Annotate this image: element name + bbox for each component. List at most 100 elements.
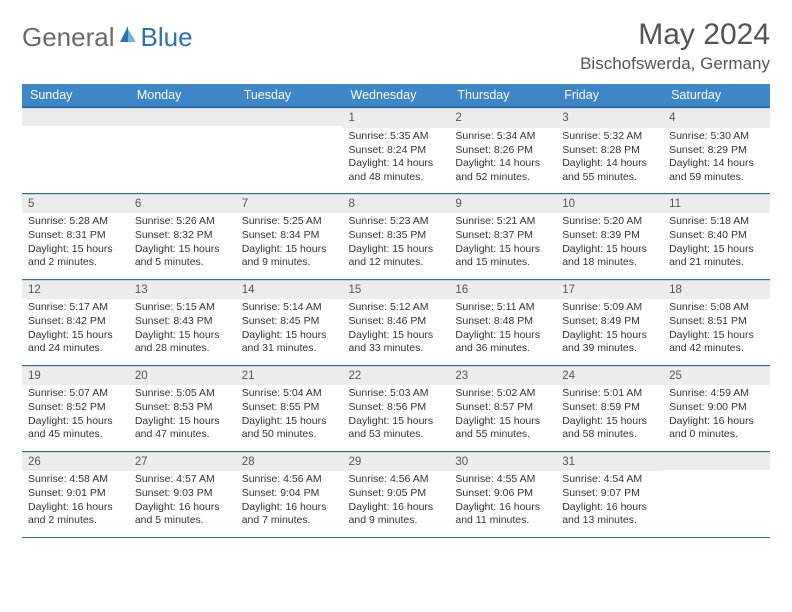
day-body: Sunrise: 5:01 AMSunset: 8:59 PMDaylight:…	[556, 385, 663, 446]
calendar-cell: 14Sunrise: 5:14 AMSunset: 8:45 PMDayligh…	[236, 279, 343, 365]
day-number: 15	[343, 280, 450, 300]
sunset-text: Sunset: 8:35 PM	[349, 229, 444, 243]
daylight-text: Daylight: 14 hours and 55 minutes.	[562, 157, 657, 184]
day-number: 8	[343, 194, 450, 214]
daylight-text: Daylight: 15 hours and 45 minutes.	[28, 415, 123, 442]
calendar-cell: 5Sunrise: 5:28 AMSunset: 8:31 PMDaylight…	[22, 193, 129, 279]
sunrise-text: Sunrise: 5:25 AM	[242, 215, 337, 229]
daylight-text: Daylight: 15 hours and 31 minutes.	[242, 329, 337, 356]
day-body: Sunrise: 5:32 AMSunset: 8:28 PMDaylight:…	[556, 128, 663, 189]
calendar-cell: 23Sunrise: 5:02 AMSunset: 8:57 PMDayligh…	[449, 365, 556, 451]
day-number	[236, 108, 343, 126]
logo: General Blue	[22, 18, 193, 53]
calendar-cell: 8Sunrise: 5:23 AMSunset: 8:35 PMDaylight…	[343, 193, 450, 279]
weekday-header: Tuesday	[236, 84, 343, 107]
day-body: Sunrise: 5:30 AMSunset: 8:29 PMDaylight:…	[663, 128, 770, 189]
sunrise-text: Sunrise: 4:56 AM	[349, 473, 444, 487]
day-number: 21	[236, 366, 343, 386]
sunset-text: Sunset: 8:43 PM	[135, 315, 230, 329]
calendar-cell: 27Sunrise: 4:57 AMSunset: 9:03 PMDayligh…	[129, 451, 236, 537]
sunset-text: Sunset: 8:49 PM	[562, 315, 657, 329]
sunrise-text: Sunrise: 5:07 AM	[28, 387, 123, 401]
day-body: Sunrise: 4:58 AMSunset: 9:01 PMDaylight:…	[22, 471, 129, 532]
day-number	[22, 108, 129, 126]
daylight-text: Daylight: 16 hours and 0 minutes.	[669, 415, 764, 442]
day-number: 5	[22, 194, 129, 214]
day-body: Sunrise: 5:25 AMSunset: 8:34 PMDaylight:…	[236, 213, 343, 274]
daylight-text: Daylight: 15 hours and 12 minutes.	[349, 243, 444, 270]
sunset-text: Sunset: 9:05 PM	[349, 487, 444, 501]
header: General Blue May 2024 Bischofswerda, Ger…	[22, 18, 770, 74]
day-number	[129, 108, 236, 126]
day-body: Sunrise: 5:21 AMSunset: 8:37 PMDaylight:…	[449, 213, 556, 274]
calendar-cell: 30Sunrise: 4:55 AMSunset: 9:06 PMDayligh…	[449, 451, 556, 537]
weekday-header: Sunday	[22, 84, 129, 107]
day-number: 10	[556, 194, 663, 214]
daylight-text: Daylight: 16 hours and 11 minutes.	[455, 501, 550, 528]
daylight-text: Daylight: 15 hours and 58 minutes.	[562, 415, 657, 442]
day-body: Sunrise: 5:17 AMSunset: 8:42 PMDaylight:…	[22, 299, 129, 360]
day-body: Sunrise: 4:55 AMSunset: 9:06 PMDaylight:…	[449, 471, 556, 532]
day-number: 6	[129, 194, 236, 214]
day-number	[663, 452, 770, 470]
day-number: 18	[663, 280, 770, 300]
daylight-text: Daylight: 15 hours and 53 minutes.	[349, 415, 444, 442]
calendar-cell: 26Sunrise: 4:58 AMSunset: 9:01 PMDayligh…	[22, 451, 129, 537]
calendar-table: Sunday Monday Tuesday Wednesday Thursday…	[22, 84, 770, 538]
sunrise-text: Sunrise: 5:01 AM	[562, 387, 657, 401]
day-body: Sunrise: 5:34 AMSunset: 8:26 PMDaylight:…	[449, 128, 556, 189]
day-number: 2	[449, 108, 556, 128]
sunset-text: Sunset: 8:39 PM	[562, 229, 657, 243]
sunrise-text: Sunrise: 4:54 AM	[562, 473, 657, 487]
day-number: 29	[343, 452, 450, 472]
sunset-text: Sunset: 9:01 PM	[28, 487, 123, 501]
sunset-text: Sunset: 8:29 PM	[669, 144, 764, 158]
logo-text-general: General	[22, 22, 115, 53]
calendar-cell: 20Sunrise: 5:05 AMSunset: 8:53 PMDayligh…	[129, 365, 236, 451]
daylight-text: Daylight: 15 hours and 15 minutes.	[455, 243, 550, 270]
sunrise-text: Sunrise: 5:34 AM	[455, 130, 550, 144]
daylight-text: Daylight: 15 hours and 28 minutes.	[135, 329, 230, 356]
day-number: 25	[663, 366, 770, 386]
sunset-text: Sunset: 8:40 PM	[669, 229, 764, 243]
sunset-text: Sunset: 8:31 PM	[28, 229, 123, 243]
calendar-cell: 19Sunrise: 5:07 AMSunset: 8:52 PMDayligh…	[22, 365, 129, 451]
sunrise-text: Sunrise: 5:32 AM	[562, 130, 657, 144]
calendar-row: 12Sunrise: 5:17 AMSunset: 8:42 PMDayligh…	[22, 279, 770, 365]
daylight-text: Daylight: 15 hours and 21 minutes.	[669, 243, 764, 270]
calendar-cell	[236, 107, 343, 193]
weekday-header: Saturday	[663, 84, 770, 107]
sunset-text: Sunset: 8:32 PM	[135, 229, 230, 243]
sunset-text: Sunset: 8:28 PM	[562, 144, 657, 158]
sunrise-text: Sunrise: 4:58 AM	[28, 473, 123, 487]
sunrise-text: Sunrise: 5:17 AM	[28, 301, 123, 315]
day-number: 12	[22, 280, 129, 300]
day-number: 7	[236, 194, 343, 214]
sunrise-text: Sunrise: 4:57 AM	[135, 473, 230, 487]
sunrise-text: Sunrise: 5:18 AM	[669, 215, 764, 229]
calendar-row: 5Sunrise: 5:28 AMSunset: 8:31 PMDaylight…	[22, 193, 770, 279]
sunset-text: Sunset: 8:48 PM	[455, 315, 550, 329]
calendar-cell	[22, 107, 129, 193]
day-number: 30	[449, 452, 556, 472]
sunset-text: Sunset: 8:34 PM	[242, 229, 337, 243]
day-number: 24	[556, 366, 663, 386]
daylight-text: Daylight: 15 hours and 9 minutes.	[242, 243, 337, 270]
calendar-cell: 7Sunrise: 5:25 AMSunset: 8:34 PMDaylight…	[236, 193, 343, 279]
daylight-text: Daylight: 15 hours and 24 minutes.	[28, 329, 123, 356]
day-number: 4	[663, 108, 770, 128]
day-body: Sunrise: 5:28 AMSunset: 8:31 PMDaylight:…	[22, 213, 129, 274]
sunrise-text: Sunrise: 5:26 AM	[135, 215, 230, 229]
sunset-text: Sunset: 8:53 PM	[135, 401, 230, 415]
day-number: 3	[556, 108, 663, 128]
calendar-cell: 25Sunrise: 4:59 AMSunset: 9:00 PMDayligh…	[663, 365, 770, 451]
day-number: 26	[22, 452, 129, 472]
calendar-cell: 22Sunrise: 5:03 AMSunset: 8:56 PMDayligh…	[343, 365, 450, 451]
calendar-cell: 11Sunrise: 5:18 AMSunset: 8:40 PMDayligh…	[663, 193, 770, 279]
calendar-cell: 4Sunrise: 5:30 AMSunset: 8:29 PMDaylight…	[663, 107, 770, 193]
calendar-cell: 1Sunrise: 5:35 AMSunset: 8:24 PMDaylight…	[343, 107, 450, 193]
day-body	[22, 126, 129, 132]
day-body: Sunrise: 5:26 AMSunset: 8:32 PMDaylight:…	[129, 213, 236, 274]
sunset-text: Sunset: 9:00 PM	[669, 401, 764, 415]
daylight-text: Daylight: 15 hours and 47 minutes.	[135, 415, 230, 442]
